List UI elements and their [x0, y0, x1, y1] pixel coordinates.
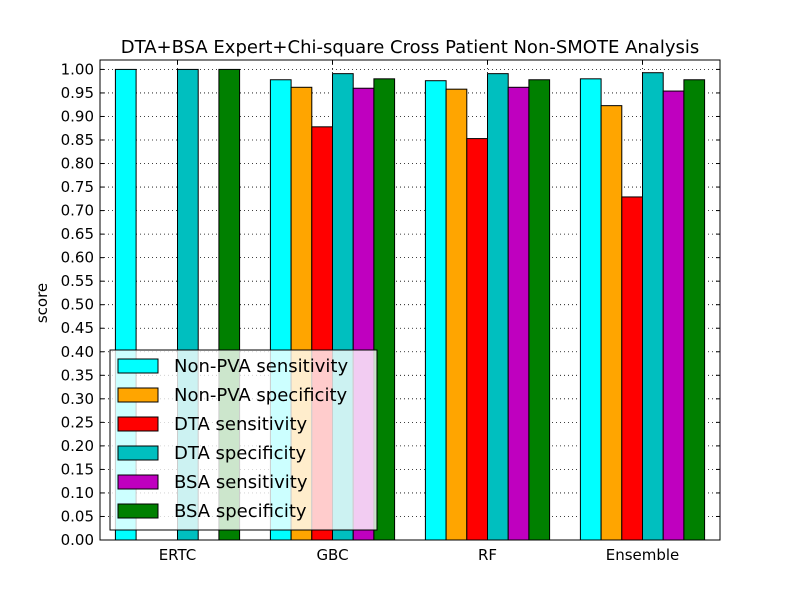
y-tick-label: 0.25: [61, 413, 94, 431]
legend-label: BSA sensitivity: [174, 472, 308, 493]
plot-frame: [99, 59, 721, 541]
y-tick-label: 0.90: [61, 107, 94, 125]
y-tick-label: 0.00: [61, 531, 94, 549]
bar-non-pva-specificity-rf: [445, 88, 468, 541]
y-tick-label: 1.00: [61, 60, 94, 78]
legend-label: Non-PVA sensitivity: [174, 356, 348, 377]
legend-swatch: [117, 358, 159, 374]
y-tick-label: 0.80: [61, 155, 94, 173]
y-tick-label: 0.55: [61, 272, 94, 290]
y-tick-label: 0.10: [61, 484, 94, 502]
legend-label: BSA specificity: [174, 501, 307, 522]
y-tick-label: 0.70: [61, 202, 94, 220]
bar-non-pva-specificity-ensemble: [600, 105, 623, 541]
y-axis-label: score: [33, 283, 51, 323]
y-tick-label: 0.45: [61, 319, 94, 337]
bar-dta-sensitivity-ensemble: [621, 196, 643, 541]
axes: 0.00 0.05 0.10 0.15 0.20 0.25 0.30 0.35 0.40 0.45…: [61, 59, 721, 564]
legend-label: DTA specificity: [174, 443, 307, 464]
y-tick-label: 0.65: [61, 225, 94, 243]
legend-label: Non-PVA specificity: [174, 385, 348, 406]
bar-non-pva-sensitivity-rf: [424, 80, 447, 541]
y-tick-label: 0.30: [61, 390, 94, 408]
y-tick-label: 0.60: [61, 249, 94, 267]
legend: Non-PVA sensitivity Non-PVA specificity DT…: [109, 349, 378, 531]
x-tick-label: Ensemble: [606, 546, 680, 564]
bar-bsa-specificity-ensemble: [683, 79, 706, 541]
legend-swatch: [117, 387, 159, 403]
chart-title: DTA+BSA Expert+Chi-square Cross Patient …: [121, 37, 699, 58]
y-tick-label: 0.05: [61, 507, 94, 525]
y-tick-label: 0.50: [61, 296, 94, 314]
bar-bsa-specificity-rf: [528, 79, 551, 541]
legend-swatch: [117, 474, 159, 490]
y-tick-label: 0.95: [61, 84, 94, 102]
y-tick-label: 0.85: [61, 131, 94, 149]
bar-dta-specificity-ensemble: [642, 72, 664, 541]
legend-swatch: [117, 503, 159, 519]
legend-swatch: [117, 416, 159, 432]
y-tick-label: 0.40: [61, 343, 94, 361]
y-tick-label: 0.20: [61, 437, 94, 455]
x-tick-label: GBC: [316, 546, 348, 564]
legend-swatch: [117, 445, 159, 461]
x-tick-label: RF: [478, 546, 497, 564]
bar-non-pva-sensitivity-ensemble: [579, 78, 602, 541]
x-tick-label: ERTC: [159, 546, 197, 564]
bar-dta-sensitivity-rf: [466, 138, 488, 541]
bars: [114, 68, 706, 541]
bar-bsa-sensitivity-ensemble: [662, 90, 685, 541]
legend-box: [109, 349, 378, 531]
y-tick-label: 0.75: [61, 178, 94, 196]
bar-bsa-sensitivity-rf: [507, 86, 530, 541]
y-tick-label: 0.35: [61, 366, 94, 384]
y-tick-label: 0.15: [61, 460, 94, 478]
legend-label: DTA sensitivity: [174, 414, 308, 435]
bar-dta-specificity-rf: [487, 73, 509, 541]
